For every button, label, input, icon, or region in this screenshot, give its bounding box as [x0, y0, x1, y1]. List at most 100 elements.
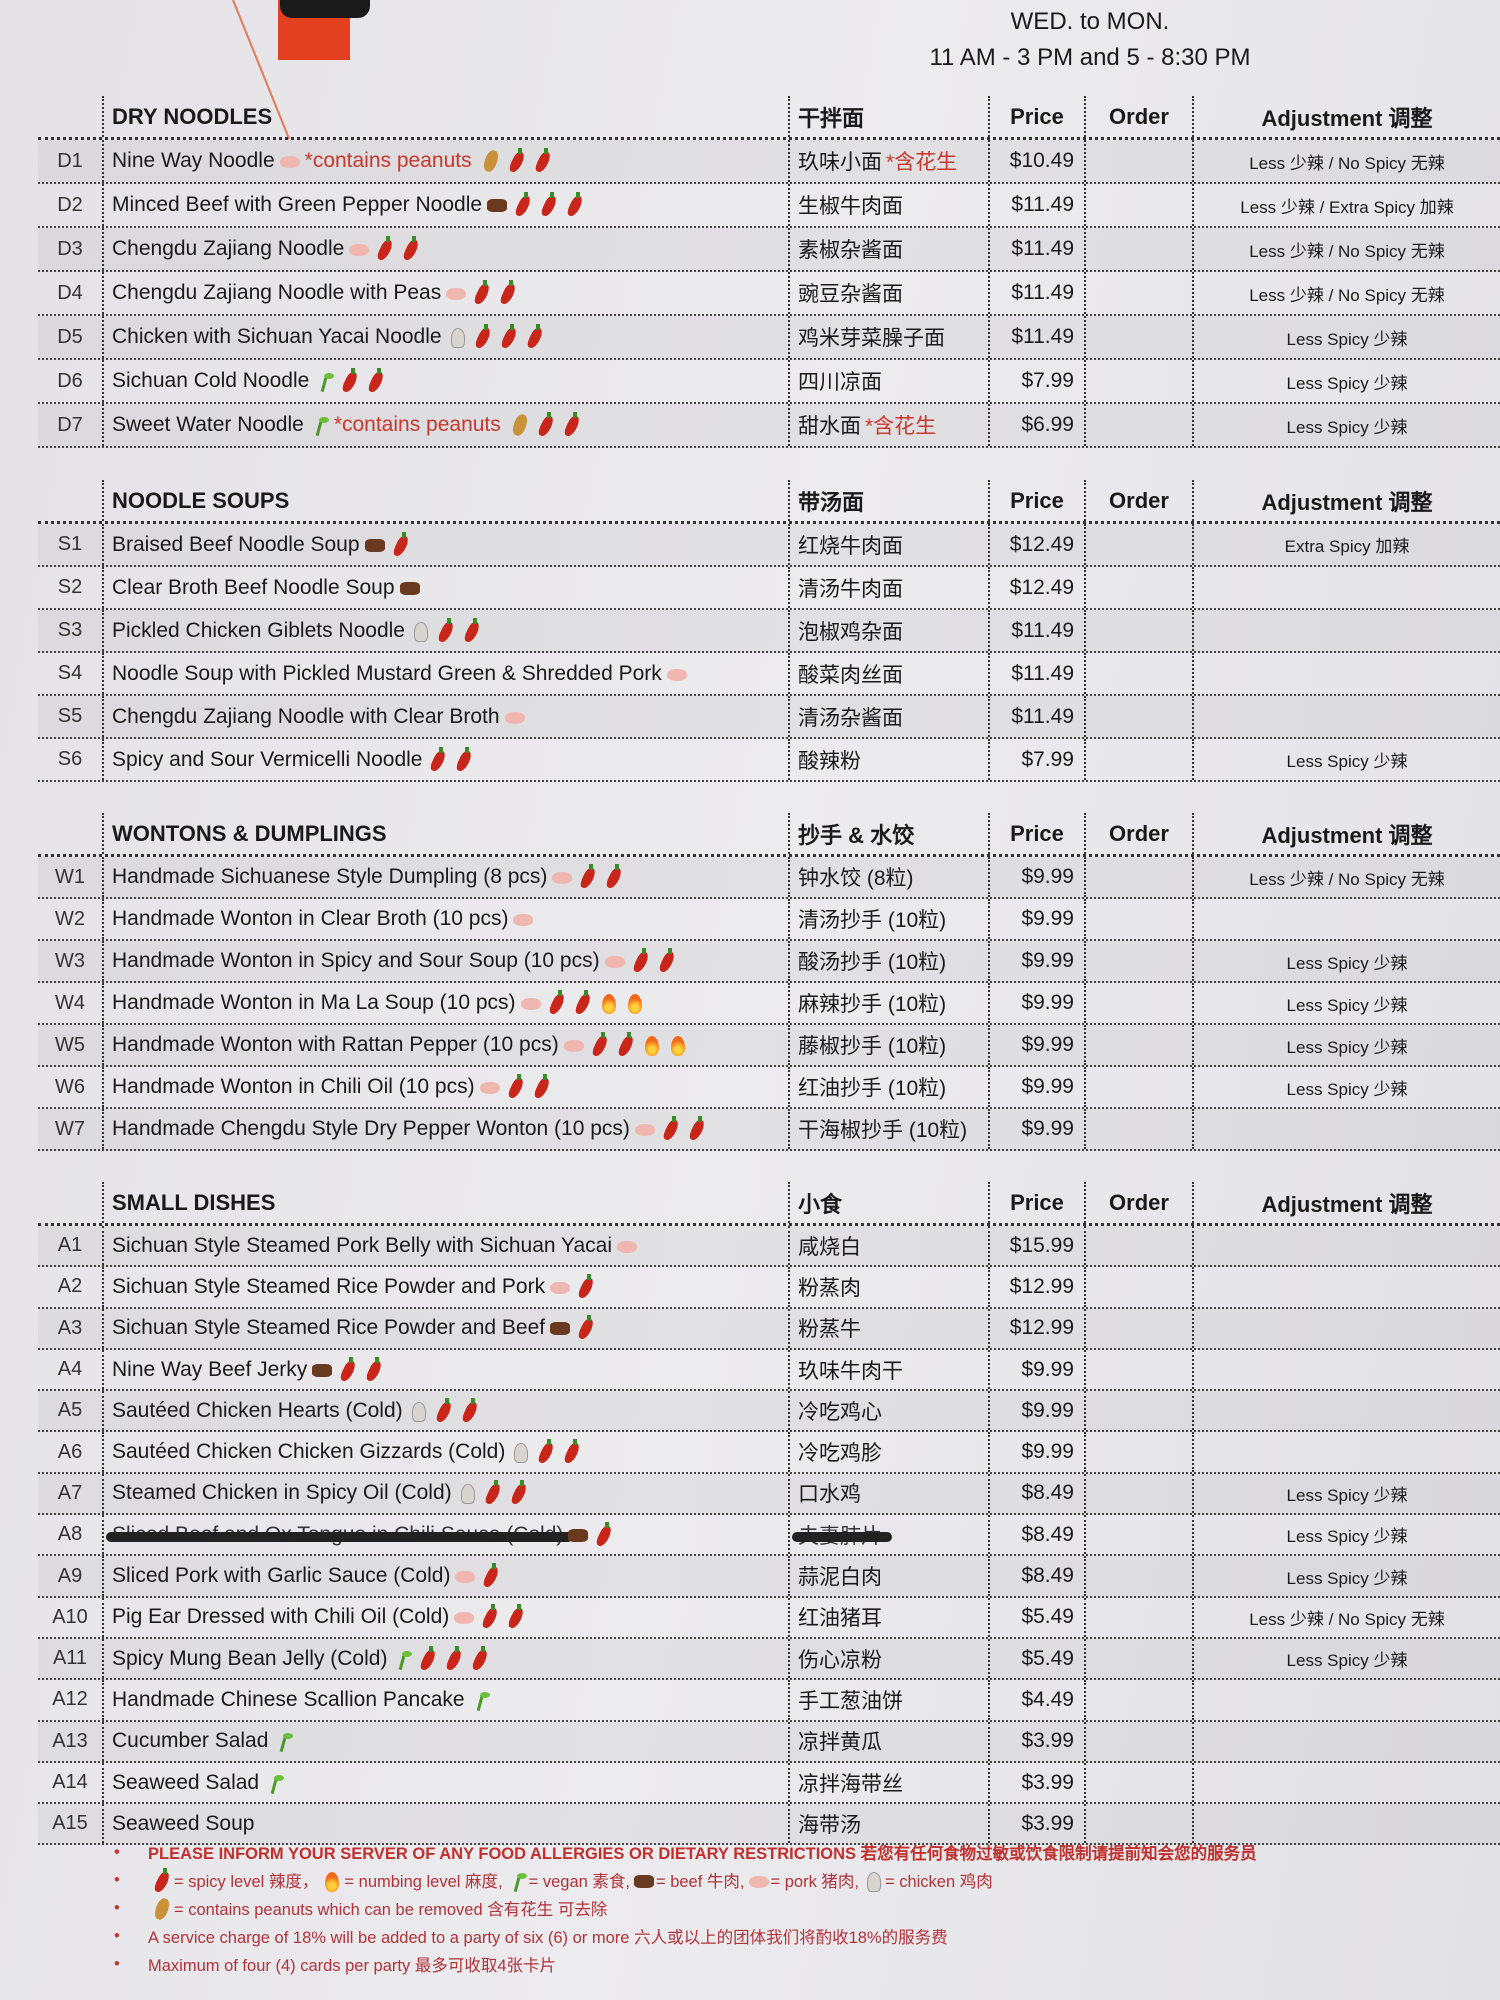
item-name: Sautéed Chicken Chicken Gizzards (Cold) — [112, 1440, 506, 1464]
adjustment-cell — [1192, 1226, 1500, 1266]
order-cell[interactable] — [1084, 184, 1192, 226]
header-code-cell — [38, 96, 102, 137]
order-cell[interactable] — [1084, 1804, 1192, 1844]
pork-icon — [453, 1606, 475, 1628]
order-cell[interactable] — [1084, 1432, 1192, 1472]
chili-icon — [339, 368, 361, 392]
order-cell[interactable] — [1084, 941, 1192, 981]
item-name-cell: Chicken with Sichuan Yacai Noodle — [102, 316, 788, 358]
order-cell[interactable] — [1084, 1226, 1192, 1266]
service-charge-note: A service charge of 18% will be added to… — [110, 1922, 1490, 1950]
section-header: WONTONS & DUMPLINGS 抄手 & 水饺 Price Order Adju… — [38, 813, 1500, 857]
item-name-cn: 豌豆杂酱面 — [798, 283, 903, 306]
menu-item-row: A6 Sautéed Chicken Chicken Gizzards (Cold… — [38, 1432, 1500, 1474]
chili-icon — [524, 324, 546, 348]
order-cell[interactable] — [1084, 1308, 1192, 1348]
order-cell[interactable] — [1084, 228, 1192, 270]
order-cell[interactable] — [1084, 1597, 1192, 1637]
item-name: Spicy and Sour Vermicelli Noodle — [112, 747, 423, 771]
item-price: $11.49 — [988, 228, 1084, 270]
adjustment-cell: Less 少辣 / No Spicy 无辣 — [1192, 140, 1500, 182]
item-name-cn: 酸汤抄手 (10粒) — [798, 951, 947, 974]
legend-text: = beef 牛肉, — [655, 1873, 745, 1891]
adjustment-column-header: Adjustment 调整 — [1192, 1182, 1500, 1223]
order-cell[interactable] — [1084, 567, 1192, 608]
order-cell[interactable] — [1084, 1680, 1192, 1720]
item-price: $12.99 — [988, 1267, 1084, 1307]
order-cell[interactable] — [1084, 1638, 1192, 1679]
item-name: Handmade Wonton in Chili Oil (10 pcs) — [112, 1075, 475, 1098]
order-cell[interactable] — [1084, 1109, 1192, 1149]
section-dry-noodles: DRY NOODLES 干拌面 Price Order Adjustment 调整 D1 N… — [38, 96, 1500, 448]
chili-icon — [480, 1563, 502, 1587]
order-cell[interactable] — [1084, 404, 1192, 446]
menu-item-row: A5 Sautéed Chicken Hearts (Cold) 冷吃鸡心 $9.99 — [38, 1391, 1500, 1433]
pork-icon — [512, 908, 534, 930]
section-title-cn: 抄手 & 水饺 — [788, 813, 988, 854]
item-name-cell: Chengdu Zajiang Noodle with Clear Broth — [102, 696, 788, 737]
order-cell[interactable] — [1084, 1473, 1192, 1514]
order-cell[interactable] — [1084, 316, 1192, 358]
peanut-note: = contains peanuts which can be removed … — [110, 1894, 1490, 1922]
chili-icon — [151, 1868, 171, 1890]
item-price: $8.49 — [988, 1515, 1084, 1555]
order-cell[interactable] — [1084, 272, 1192, 314]
chili-icon — [532, 148, 554, 172]
item-price: $7.99 — [988, 360, 1084, 402]
item-name-cn-cell: 酸菜肉丝面 — [788, 653, 988, 694]
order-cell[interactable] — [1084, 983, 1192, 1023]
chili-icon — [365, 368, 387, 392]
order-cell[interactable] — [1084, 1556, 1192, 1596]
order-cell[interactable] — [1084, 1349, 1192, 1390]
flame-icon — [624, 992, 646, 1014]
adjustment-cell: Extra Spicy 加辣 — [1192, 524, 1500, 565]
order-cell[interactable] — [1084, 360, 1192, 402]
chili-icon — [535, 1439, 557, 1463]
item-name-cell: Sliced Beef and Ox Tongue in Chili Sauce… — [102, 1515, 788, 1555]
adjustment-cell: Less Spicy 少辣 — [1192, 1025, 1500, 1065]
item-name-cn: 冷吃鸡心 — [798, 1400, 882, 1424]
order-cell[interactable] — [1084, 140, 1192, 182]
order-cell[interactable] — [1084, 1067, 1192, 1107]
order-cell[interactable] — [1084, 1721, 1192, 1761]
item-name: Pickled Chicken Giblets Noodle — [112, 618, 405, 642]
menu-item-row: D4 Chengdu Zajiang Noodle with Peas 豌豆杂酱面 $… — [38, 272, 1500, 316]
order-cell[interactable] — [1084, 1391, 1192, 1431]
item-code: W5 — [55, 1033, 85, 1056]
item-name: Pig Ear Dressed with Chili Oil (Cold) — [112, 1605, 450, 1629]
item-price: $4.49 — [988, 1680, 1084, 1720]
order-cell[interactable] — [1084, 610, 1192, 651]
adjustment-cell — [1192, 1804, 1500, 1844]
menu-item-row: S1 Braised Beef Noodle Soup 红烧牛肉面 $12.49 Ext… — [38, 524, 1500, 567]
order-cell[interactable] — [1084, 739, 1192, 780]
item-code: A5 — [57, 1399, 83, 1422]
section-header: NOODLE SOUPS 带汤面 Price Order Adjustment 调整 — [38, 480, 1500, 524]
order-cell[interactable] — [1084, 1025, 1192, 1065]
item-price: $9.99 — [988, 1391, 1084, 1431]
order-cell[interactable] — [1084, 1762, 1192, 1803]
menu-item-row: A10 Pig Ear Dressed with Chili Oil (Cold)… — [38, 1597, 1500, 1639]
order-cell[interactable] — [1084, 653, 1192, 694]
beef-icon — [549, 1317, 571, 1339]
chili-icon — [471, 280, 493, 304]
chili-icon — [435, 617, 457, 642]
item-name: Braised Beef Noodle Soup — [112, 532, 360, 556]
item-name-cn-cell: 蒜泥白肉 — [788, 1556, 988, 1596]
item-name-cell: Chengdu Zajiang Noodle — [102, 228, 788, 270]
order-column-header: Order — [1084, 813, 1192, 854]
order-cell[interactable] — [1084, 524, 1192, 565]
adjustment-cell: Less Spicy 少辣 — [1192, 739, 1500, 780]
item-name: Handmade Wonton with Rattan Pepper (10 p… — [112, 1033, 559, 1056]
order-cell[interactable] — [1084, 857, 1192, 897]
order-cell[interactable] — [1084, 696, 1192, 737]
chili-icon — [535, 412, 557, 436]
item-price: $15.99 — [988, 1226, 1084, 1266]
peanut-icon — [509, 414, 531, 436]
order-cell[interactable] — [1084, 1267, 1192, 1307]
order-cell[interactable] — [1084, 899, 1192, 939]
adjustment-cell — [1192, 653, 1500, 694]
item-price: $11.49 — [988, 653, 1084, 694]
item-name: Handmade Wonton in Spicy and Sour Soup (… — [112, 949, 600, 972]
chili-icon — [686, 1116, 708, 1140]
order-cell[interactable] — [1084, 1515, 1192, 1555]
